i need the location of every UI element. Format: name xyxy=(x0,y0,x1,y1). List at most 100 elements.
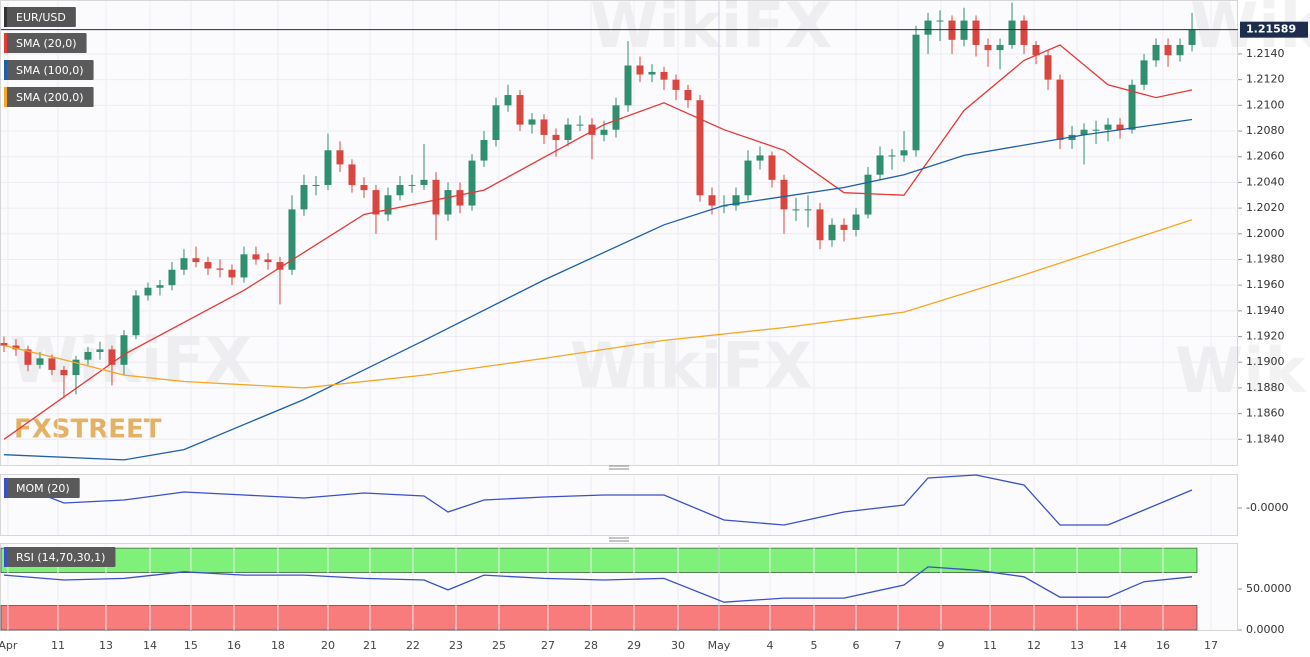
x-tick-label: 22 xyxy=(406,639,420,652)
x-tick-label: 13 xyxy=(99,639,113,652)
legend-box xyxy=(4,60,94,80)
candle-body xyxy=(912,34,920,151)
candle-body xyxy=(828,224,836,241)
candle-body xyxy=(1164,44,1172,56)
x-tick-label: 7 xyxy=(895,639,902,652)
watermark: WikiFX xyxy=(1175,334,1310,407)
candle-body xyxy=(1176,44,1184,56)
y-tick-label: 1.1900 xyxy=(1246,355,1285,368)
candle-body xyxy=(948,20,956,40)
legend-box xyxy=(4,7,76,27)
candle-body xyxy=(960,20,968,40)
candle-body xyxy=(792,209,800,211)
rsi-zone xyxy=(0,605,1198,631)
candle-body xyxy=(396,184,404,196)
last-price-box xyxy=(1240,21,1308,38)
candle-body xyxy=(816,209,824,241)
candle-body xyxy=(732,195,740,206)
x-tick-label: 12 xyxy=(1027,639,1041,652)
candle-body xyxy=(924,20,932,35)
candle-body xyxy=(648,71,656,75)
candle-body xyxy=(420,179,428,185)
y-tick-label: 1.1840 xyxy=(1246,432,1285,445)
y-tick-label: 1.1960 xyxy=(1246,278,1285,291)
candle-body xyxy=(408,184,416,186)
rsi-zone xyxy=(0,547,1198,573)
candle-body xyxy=(660,71,668,80)
candle-body xyxy=(588,124,596,135)
series-line xyxy=(3,474,1193,526)
x-tick-label: 30 xyxy=(671,639,685,652)
last-price-label: 1.21589 xyxy=(1246,23,1296,36)
y-tick-label: 1.1860 xyxy=(1246,407,1285,420)
candle-body xyxy=(240,254,248,278)
candle-body xyxy=(768,155,776,180)
candle-body xyxy=(12,345,20,350)
x-tick-label: 23 xyxy=(449,639,463,652)
y-tick-label: 1.2000 xyxy=(1246,227,1285,240)
y-tick-label: 1.2140 xyxy=(1246,47,1285,60)
y-tick-label: 1.2080 xyxy=(1246,124,1285,137)
candle-body xyxy=(972,20,980,45)
legend-swatch xyxy=(4,60,7,80)
x-tick-label: 14 xyxy=(143,639,157,652)
legend-label: SMA (200,0) xyxy=(16,91,84,104)
candle-body xyxy=(300,184,308,210)
candle-body xyxy=(432,179,440,215)
watermark: WikiFX xyxy=(590,0,832,62)
watermark: WikiFX xyxy=(570,329,812,402)
candle-body xyxy=(144,287,152,296)
candle-body xyxy=(1056,79,1064,141)
series-line xyxy=(3,566,1193,603)
candle-body xyxy=(576,124,584,126)
series-line xyxy=(3,219,1193,389)
candle-body xyxy=(360,184,368,191)
y-tick-label: 1.2100 xyxy=(1246,98,1285,111)
series-line xyxy=(3,44,1193,440)
candle-body xyxy=(216,268,224,270)
candle-body xyxy=(684,89,692,101)
y-tick-label: 1.2060 xyxy=(1246,150,1285,163)
candle-body xyxy=(1020,20,1028,45)
y-tick-label: 1.2120 xyxy=(1246,73,1285,86)
candle-body xyxy=(744,160,752,196)
legend-box xyxy=(4,33,87,53)
candle-body xyxy=(804,209,812,211)
candle-body xyxy=(24,349,32,365)
candle-body xyxy=(612,105,620,130)
candle-body xyxy=(756,155,764,161)
y-tick-label: 1.1920 xyxy=(1246,330,1285,343)
y-tick-label: 0.0000 xyxy=(1246,623,1285,636)
candle-body xyxy=(552,134,560,141)
legend-swatch xyxy=(4,547,7,567)
x-tick-label: 18 xyxy=(271,639,285,652)
candle-body xyxy=(516,95,524,125)
x-tick-label: 29 xyxy=(627,639,641,652)
candle-body xyxy=(264,259,272,263)
series-line xyxy=(3,118,1193,461)
legend-label: SMA (20,0) xyxy=(16,37,77,50)
legend-swatch xyxy=(4,7,7,27)
legend-swatch xyxy=(4,33,7,53)
legend-box xyxy=(4,547,116,567)
candle-body xyxy=(996,44,1004,51)
candle-body xyxy=(276,262,284,270)
candle-body xyxy=(1080,129,1088,135)
candle-body xyxy=(1104,124,1112,130)
x-tick-label: Apr xyxy=(0,639,18,652)
y-tick-label: 1.2040 xyxy=(1246,175,1285,188)
candle-body xyxy=(528,119,536,125)
candle-body xyxy=(780,179,788,210)
x-tick-label: May xyxy=(708,639,731,652)
x-tick-label: 27 xyxy=(541,639,555,652)
candle-body xyxy=(840,224,848,230)
candle-body xyxy=(1128,84,1136,130)
mom-panel xyxy=(0,474,1238,536)
candle-body xyxy=(444,190,452,215)
candle-body xyxy=(564,124,572,141)
panel-grip[interactable] xyxy=(609,465,629,542)
candle-body xyxy=(180,258,188,270)
legend-box xyxy=(4,478,80,498)
candle-body xyxy=(936,20,944,22)
